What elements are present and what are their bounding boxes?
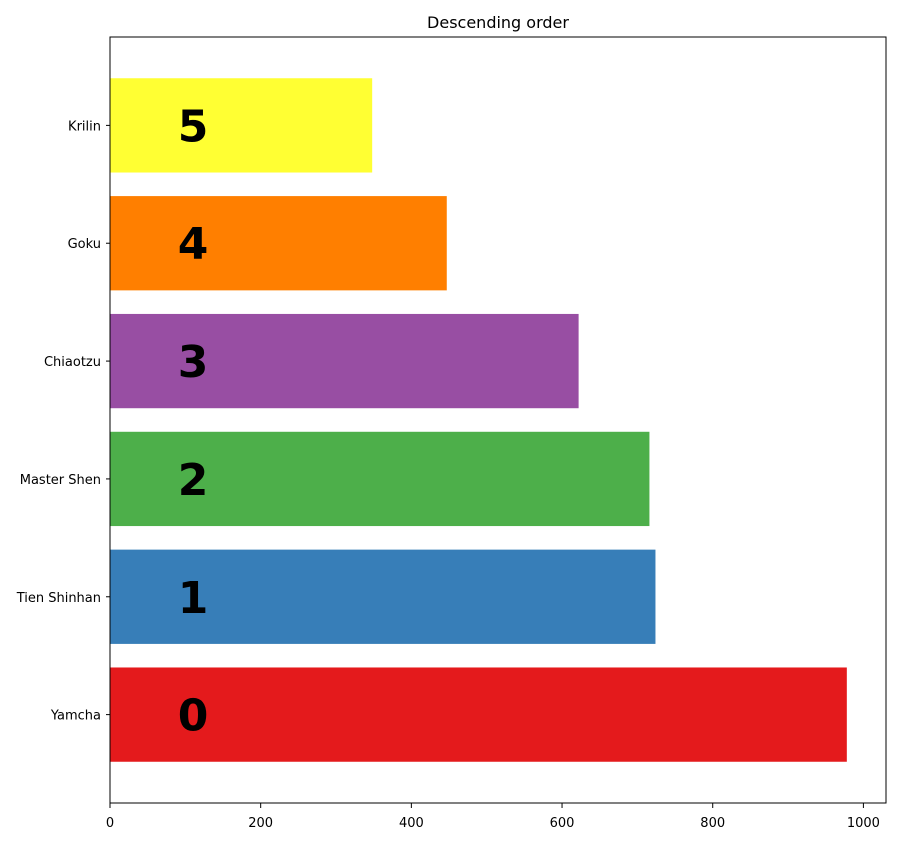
bar-label-krilin: 5: [178, 101, 209, 152]
y-axis: Yamcha Tien Shinhan Master Shen Chiaotzu Gok…: [16, 119, 110, 724]
y-tick-label-master-shen: Master Shen: [20, 473, 101, 488]
bar-labels-group: 0 1 2 3 4 5: [178, 101, 209, 741]
bar-label-yamcha: 0: [178, 691, 209, 742]
bar-label-chiaotzu: 3: [178, 337, 209, 388]
bar-chiaotzu: [110, 313, 579, 409]
bar-goku: [110, 196, 447, 291]
bars-group: [110, 78, 847, 762]
bar-label-master-shen: 2: [178, 455, 209, 506]
x-tick-label-0: 0: [106, 816, 114, 831]
y-tick-label-tien-shinhan: Tien Shinhan: [16, 591, 101, 606]
y-tick-label-krilin: Krilin: [68, 119, 101, 134]
plot-frame: [109, 36, 887, 804]
x-tick-label-600: 600: [550, 816, 575, 831]
bar-yamcha: [110, 667, 847, 762]
x-axis: 0 200 400 600 800 1000: [106, 803, 880, 831]
bar-label-tien-shinhan: 1: [178, 573, 209, 624]
x-tick-label-400: 400: [399, 816, 424, 831]
bar-tien-shinhan: [110, 549, 656, 644]
y-tick-label-yamcha: Yamcha: [50, 709, 101, 724]
bar-krilin: [110, 78, 373, 173]
x-tick-label-200: 200: [248, 816, 273, 831]
x-tick-label-1000: 1000: [847, 816, 880, 831]
y-tick-label-chiaotzu: Chiaotzu: [44, 355, 101, 370]
x-tick-label-800: 800: [700, 816, 725, 831]
bar-label-goku: 4: [178, 219, 209, 270]
chart-title: Descending order: [427, 13, 569, 32]
y-tick-label-goku: Goku: [68, 237, 101, 252]
bar-master-shen: [110, 431, 650, 527]
